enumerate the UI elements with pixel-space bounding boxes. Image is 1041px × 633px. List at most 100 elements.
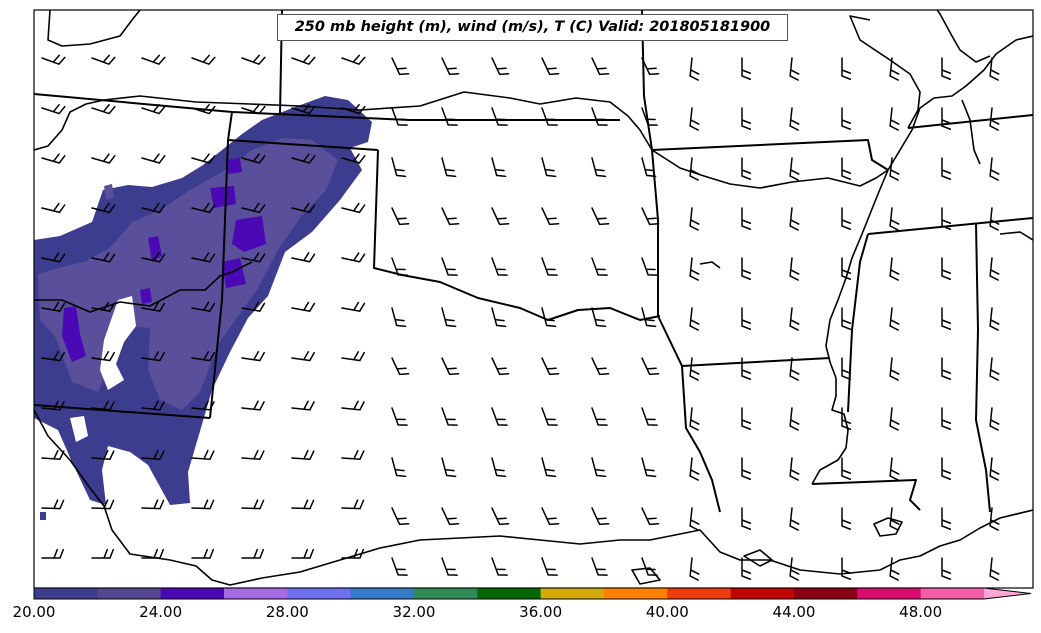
wind-barb: [41, 103, 66, 115]
wind-barb: [841, 407, 852, 431]
wind-barb: [41, 252, 66, 263]
wind-barb: [641, 507, 660, 526]
wind-barb: [689, 507, 700, 531]
wind-barb: [789, 407, 800, 431]
wind-barb: [291, 351, 315, 362]
colorbar-extend-arrow: [984, 588, 1031, 599]
wind-barb: [741, 457, 752, 481]
wind-barb: [341, 103, 366, 115]
wind-barb: [941, 107, 952, 131]
wind-barb: [941, 157, 952, 181]
wind-barb: [889, 557, 900, 581]
wind-barb: [191, 449, 215, 461]
wind-barb: [191, 351, 215, 362]
colorbar-tick-label: 44.00: [772, 603, 816, 621]
wind-barb: [41, 54, 66, 66]
wind-barb: [291, 301, 316, 312]
wind-barb: [491, 357, 510, 376]
wind-barb: [491, 57, 510, 76]
wind-barb: [391, 357, 410, 376]
wind-barb: [591, 407, 608, 426]
wind-barb: [841, 57, 852, 81]
wind-barb: [491, 507, 510, 526]
wind-barb: [841, 357, 852, 381]
wind-barb: [789, 357, 800, 381]
wind-barb: [291, 449, 315, 461]
colorbar-segment: [34, 588, 98, 599]
wind-barb: [491, 107, 508, 126]
wind-barb: [689, 207, 700, 231]
wind-barb: [91, 202, 116, 214]
wind-barb: [841, 457, 852, 481]
wind-barb: [941, 257, 952, 281]
wind-barb: [689, 357, 700, 381]
wind-barb: [391, 557, 408, 576]
wind-barb: [591, 157, 607, 178]
rivers-and-coastline: [34, 10, 1033, 586]
colorbar-segment: [224, 588, 288, 599]
colorbar-segment: [350, 588, 415, 599]
wind-barb: [591, 107, 608, 126]
wind-barb: [789, 57, 800, 81]
wind-barb: [541, 107, 558, 126]
wind-barb: [241, 499, 265, 510]
wind-barb: [641, 307, 657, 328]
wind-barb: [341, 202, 366, 214]
wind-barb: [591, 457, 607, 478]
wind-barb: [291, 548, 315, 559]
colorbar-segment: [794, 588, 858, 599]
wind-barb: [641, 157, 657, 178]
wind-barb: [191, 202, 216, 214]
colorbar-segment: [857, 588, 922, 599]
wind-barb: [191, 301, 216, 312]
wind-barb: [441, 257, 458, 276]
wind-barb: [491, 557, 508, 576]
wind-barb: [441, 557, 458, 576]
wind-barb: [391, 207, 410, 226]
colorbar: [33, 587, 1032, 600]
wind-barb: [989, 307, 1000, 331]
wind-barb: [341, 351, 365, 362]
colorbar-tick-label: 36.00: [519, 603, 563, 621]
wind-barb: [141, 351, 165, 362]
wind-barb: [241, 252, 266, 263]
wind-barb: [689, 457, 700, 481]
wind-barb: [889, 357, 900, 381]
wind-barb: [191, 153, 216, 164]
wind-barb: [541, 557, 558, 576]
wind-barb: [689, 157, 700, 181]
wind-barb: [241, 351, 265, 362]
wind-barb: [341, 301, 366, 312]
wind-barb: [241, 400, 265, 411]
wind-barb: [291, 400, 315, 411]
wind-barb: [641, 457, 657, 478]
wind-barb: [291, 54, 316, 66]
colorbar-tick-label: 48.00: [899, 603, 943, 621]
wind-barb: [41, 153, 66, 164]
wind-barb: [989, 207, 1000, 231]
wind-barb: [741, 357, 752, 381]
wind-barb: [291, 202, 316, 214]
wind-barb: [941, 407, 952, 431]
wind-barb: [241, 103, 266, 115]
wind-barb: [941, 357, 952, 381]
colorbar-segment: [160, 588, 225, 599]
wind-barb: [689, 407, 700, 431]
wind-barb: [91, 449, 115, 461]
wind-barb: [989, 107, 1000, 131]
colorbar-segment: [730, 588, 795, 599]
wind-barb: [941, 307, 952, 331]
wind-barb: [591, 257, 608, 276]
wind-barb: [641, 407, 658, 426]
wind-barb: [491, 157, 507, 178]
wind-barb: [241, 202, 266, 214]
wind-barb: [441, 157, 457, 178]
colorbar-segment: [604, 588, 668, 599]
colorbar-segment: [540, 588, 605, 599]
colorbar-tick-label: 20.00: [12, 603, 56, 621]
wind-barb: [689, 107, 700, 131]
wind-barb: [591, 307, 607, 328]
wind-barb: [989, 157, 1000, 181]
wind-barb: [591, 557, 608, 576]
wind-barb: [141, 153, 166, 164]
